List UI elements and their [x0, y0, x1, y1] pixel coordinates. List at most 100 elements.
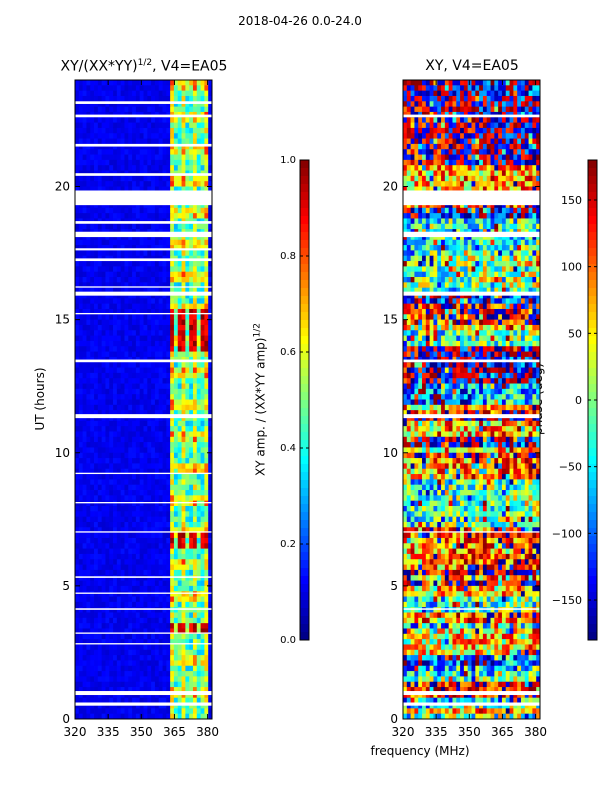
amp-cell — [208, 468, 213, 475]
amp-cell — [143, 532, 148, 539]
amp-cell — [139, 553, 144, 560]
phase-cell — [471, 143, 476, 150]
amp-cell — [192, 553, 198, 560]
amp-cell — [162, 335, 167, 342]
amp-cell — [189, 271, 194, 278]
amp-cell — [177, 490, 182, 496]
amp-cell — [170, 293, 175, 299]
amp-cell — [116, 436, 122, 443]
amp-cell — [154, 245, 160, 251]
phase-cell — [410, 101, 415, 108]
amp-cell — [105, 490, 110, 496]
amp-cell — [113, 351, 118, 358]
phase-cell — [501, 154, 507, 161]
amp-cell — [101, 553, 106, 560]
amp-cell — [82, 569, 87, 576]
amp-cell — [132, 511, 137, 518]
amp-cell — [132, 452, 137, 459]
amp-cell — [78, 671, 84, 677]
amp-cell — [113, 553, 118, 560]
amp-cell — [154, 623, 160, 629]
amp-cell — [97, 585, 103, 592]
amp-cell — [154, 633, 160, 640]
amp-cell — [162, 266, 167, 273]
amp-cell — [158, 261, 163, 267]
amp-cell — [75, 575, 80, 581]
amp-cell — [90, 676, 95, 683]
phase-cell — [479, 85, 484, 92]
amp-cell — [105, 458, 110, 464]
amp-cell — [120, 335, 125, 342]
phase-cell — [406, 159, 412, 166]
amp-cell — [82, 207, 87, 214]
phase-cell — [494, 165, 499, 171]
amp-cell — [97, 207, 103, 214]
amp-cell — [147, 133, 152, 139]
amp-cell — [116, 149, 122, 155]
amp-cell — [78, 612, 84, 619]
amp-cell — [139, 340, 144, 347]
amp-cell — [200, 181, 205, 187]
phase-cell — [444, 90, 450, 97]
amp-cell — [166, 479, 171, 486]
amp-cell — [170, 601, 175, 608]
amp-cell — [135, 138, 141, 145]
phase-cell — [486, 133, 491, 139]
amp-cell — [116, 607, 122, 613]
amp-cell — [139, 101, 144, 108]
amp-cell — [208, 165, 213, 171]
amp-cell — [139, 415, 144, 422]
amp-cell — [189, 617, 194, 624]
amp-cell — [173, 474, 179, 480]
amp-cell — [177, 266, 182, 273]
amp-cell — [158, 213, 163, 219]
amp-cell — [200, 463, 205, 470]
amp-cell — [109, 143, 114, 150]
amp-cell — [124, 287, 129, 294]
amp-cell — [189, 511, 194, 518]
phase-cell — [498, 101, 503, 108]
amp-cell — [113, 324, 118, 331]
amp-cell — [166, 293, 171, 299]
amp-cell — [170, 671, 175, 677]
amp-cell — [94, 516, 99, 523]
amp-cell — [128, 703, 133, 709]
amp-cell — [128, 692, 133, 699]
amp-cell — [105, 580, 110, 587]
phase-cell — [524, 106, 529, 113]
amp-cell — [154, 378, 160, 384]
amp-cell — [173, 314, 179, 321]
amp-cell — [101, 266, 106, 273]
amp-cell — [124, 410, 129, 416]
phase-cell — [520, 85, 526, 92]
amp-cell — [124, 617, 129, 624]
amp-cell — [94, 143, 99, 150]
amp-cell — [116, 426, 122, 432]
amp-cell — [154, 564, 160, 571]
amp-cell — [132, 324, 137, 331]
amp-cell — [162, 660, 167, 667]
phase-cell — [482, 138, 488, 145]
amp-cell — [170, 490, 175, 496]
amp-cell — [151, 293, 156, 299]
amp-cell — [170, 90, 175, 97]
amp-cell — [162, 644, 167, 651]
amp-cell — [116, 532, 122, 539]
amp-cell — [116, 474, 122, 480]
amp-cell — [177, 175, 182, 182]
amp-cell — [135, 308, 141, 315]
amp-cell — [135, 127, 141, 134]
amp-flagged-band — [75, 221, 212, 224]
amp-cell — [97, 175, 103, 182]
amp-cell — [192, 601, 198, 608]
phase-cell — [517, 85, 522, 92]
amp-cell — [185, 692, 190, 699]
amp-cell — [132, 681, 137, 688]
amp-cell — [135, 399, 141, 406]
phase-cell — [460, 138, 465, 145]
amp-cell — [105, 612, 110, 619]
phase-cell — [433, 80, 438, 86]
amp-cell — [97, 101, 103, 108]
phase-cell — [501, 90, 507, 97]
amp-cell — [82, 692, 87, 699]
